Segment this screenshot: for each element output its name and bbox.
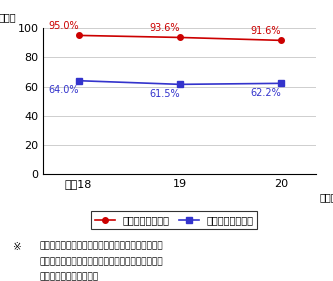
Text: 62.2%: 62.2%	[250, 88, 281, 98]
Text: 度の統廃合等によりオンライン化実施手続数が相対: 度の統廃合等によりオンライン化実施手続数が相対	[40, 257, 164, 266]
Text: 64.0%: 64.0%	[48, 85, 79, 95]
Text: オンライン化実施手続の割合の減少については、制: オンライン化実施手続の割合の減少については、制	[40, 242, 164, 251]
Legend: 申請・届出等手続, 申請・届出等以外: 申請・届出等手続, 申請・届出等以外	[91, 211, 257, 229]
Text: ※: ※	[13, 242, 22, 252]
Text: 93.6%: 93.6%	[150, 23, 180, 33]
Text: 91.6%: 91.6%	[250, 26, 281, 36]
Text: （年度）: （年度）	[319, 192, 333, 202]
Text: 的に減少したことによる: 的に減少したことによる	[40, 273, 99, 281]
Text: 95.0%: 95.0%	[48, 21, 79, 31]
Text: （％）: （％）	[0, 12, 17, 22]
Text: 61.5%: 61.5%	[149, 89, 180, 99]
